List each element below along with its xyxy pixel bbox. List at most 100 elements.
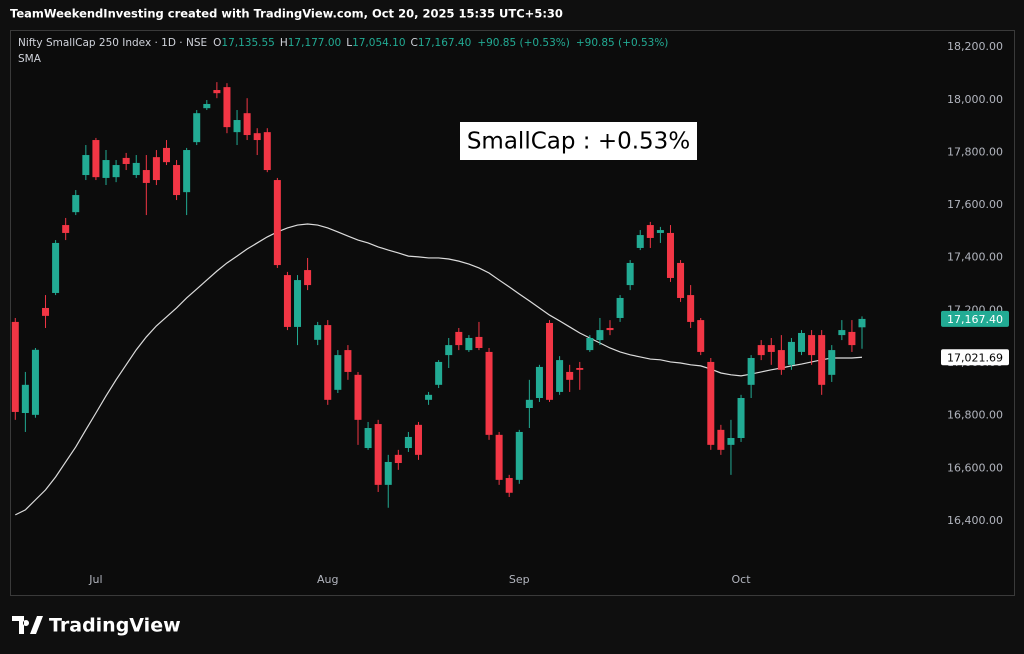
candle-body bbox=[435, 361, 443, 385]
candle-body bbox=[374, 424, 382, 485]
candle-body bbox=[253, 133, 261, 141]
candle-body bbox=[273, 180, 281, 266]
candle-body bbox=[213, 90, 221, 94]
y-tick-label: 17,800.00 bbox=[947, 145, 1003, 158]
price-tag-label: 17,021.69 bbox=[947, 351, 1003, 364]
legend-sma: SMA bbox=[18, 53, 42, 65]
candle-body bbox=[606, 327, 614, 331]
candle-body bbox=[646, 225, 654, 238]
candle-body bbox=[263, 132, 271, 171]
price-tag bbox=[941, 349, 1009, 366]
candle-body bbox=[324, 325, 332, 400]
candle-body bbox=[132, 162, 140, 176]
candle-body bbox=[72, 195, 80, 213]
y-tick-label: 16,600.00 bbox=[947, 461, 1003, 474]
candle-body bbox=[354, 374, 362, 420]
candle-body bbox=[193, 113, 201, 143]
y-tick-label: 17,400.00 bbox=[947, 251, 1003, 264]
candle-body bbox=[233, 120, 241, 133]
candle-body bbox=[515, 431, 523, 480]
sma-line bbox=[15, 223, 863, 516]
candle-body bbox=[384, 461, 392, 485]
candle-body bbox=[828, 350, 836, 375]
candle-body bbox=[656, 230, 664, 233]
candle-body bbox=[707, 361, 715, 445]
candle-body bbox=[183, 150, 191, 193]
candle-body bbox=[798, 332, 806, 352]
candle-body bbox=[636, 235, 644, 248]
candle-body bbox=[535, 366, 543, 398]
candle-body bbox=[414, 424, 422, 455]
candle-body bbox=[525, 399, 533, 409]
legend-change: +90.85 (+0.53%) bbox=[477, 37, 570, 49]
candle-body bbox=[556, 360, 564, 392]
candle-body bbox=[465, 337, 473, 351]
candle-body bbox=[394, 454, 402, 464]
candle-body bbox=[737, 397, 745, 439]
candle-body bbox=[505, 478, 513, 493]
candle-body bbox=[767, 345, 775, 352]
legend-value: 17,135.55 bbox=[221, 37, 274, 49]
candle-body bbox=[173, 165, 181, 196]
legend-value: 17,167.40 bbox=[418, 37, 471, 49]
candle-body bbox=[223, 87, 231, 128]
attribution: TeamWeekendInvesting created with Tradin… bbox=[10, 7, 563, 21]
candle-body bbox=[757, 345, 765, 356]
legend-key: L bbox=[346, 37, 352, 49]
price-tag-label: 17,167.40 bbox=[947, 313, 1003, 326]
candle-body bbox=[727, 438, 735, 445]
candle-body bbox=[162, 147, 170, 163]
legend-key: H bbox=[280, 37, 288, 49]
candle-body bbox=[82, 155, 90, 176]
candle-body bbox=[717, 429, 725, 450]
candle-body bbox=[283, 275, 291, 327]
candle-body bbox=[344, 350, 352, 372]
x-tick-label: Oct bbox=[732, 573, 752, 586]
candle-body bbox=[697, 320, 705, 352]
candle-body bbox=[62, 225, 70, 233]
candle-body bbox=[687, 295, 695, 322]
plot-area bbox=[11, 82, 866, 516]
candle-body bbox=[445, 345, 453, 356]
annotation: SmallCap : +0.53% bbox=[467, 129, 690, 155]
y-tick-label: 16,800.00 bbox=[947, 409, 1003, 422]
legend-value: 17,054.10 bbox=[352, 37, 405, 49]
candle-body bbox=[626, 262, 634, 286]
candle-body bbox=[112, 165, 120, 178]
candle-body bbox=[747, 357, 755, 385]
candle-body bbox=[304, 270, 312, 286]
candle-body bbox=[838, 330, 846, 336]
candle-body bbox=[566, 371, 574, 380]
y-tick-label: 17,600.00 bbox=[947, 198, 1003, 211]
candle-body bbox=[142, 170, 150, 183]
chart-title: Nifty SmallCap 250 Index · 1D · NSE bbox=[18, 37, 207, 49]
candle-body bbox=[314, 325, 322, 340]
candle-body bbox=[495, 434, 503, 480]
chart-frame bbox=[10, 30, 1015, 596]
candle-body bbox=[52, 242, 60, 293]
candle-body bbox=[31, 349, 39, 415]
candle-body bbox=[404, 436, 412, 449]
price-tag bbox=[941, 310, 1009, 327]
candle-body bbox=[455, 331, 463, 346]
candle-body bbox=[203, 103, 211, 109]
candle-body bbox=[243, 113, 251, 136]
legend-key: C bbox=[411, 37, 418, 49]
x-tick-label: Jul bbox=[88, 573, 102, 586]
candle-body bbox=[485, 351, 493, 435]
candle-body bbox=[808, 335, 816, 356]
y-tick-label: 16,400.00 bbox=[947, 514, 1003, 527]
candle-body bbox=[616, 297, 624, 318]
ohlc: O17,135.55 H17,177.00 L17,054.10 C17,167.40… bbox=[213, 37, 668, 49]
candle-body bbox=[576, 367, 584, 370]
candle-body bbox=[596, 330, 604, 341]
candle-body bbox=[787, 341, 795, 365]
legend-line: Nifty SmallCap 250 Index · 1D · NSE O17,1… bbox=[18, 37, 668, 49]
y-tick-label: 18,200.00 bbox=[947, 40, 1003, 53]
logo-text: TradingView bbox=[49, 615, 181, 637]
candle-body bbox=[848, 331, 856, 346]
candle-body bbox=[818, 335, 826, 385]
candle-body bbox=[666, 232, 674, 278]
candle-body bbox=[677, 262, 685, 298]
